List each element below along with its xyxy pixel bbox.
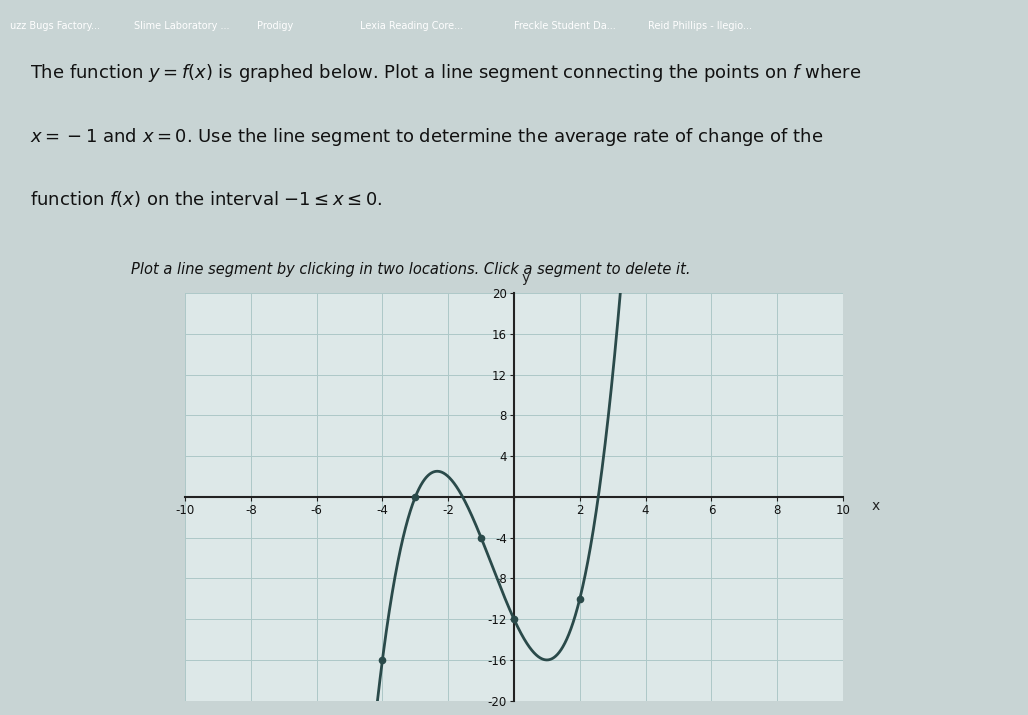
Text: $x = -1$ and $x = 0$. Use the line segment to determine the average rate of chan: $x = -1$ and $x = 0$. Use the line segme… <box>31 126 823 147</box>
Text: Freckle Student Da...: Freckle Student Da... <box>514 21 616 31</box>
Text: function $f(x)$ on the interval $-1 \leq x \leq 0$.: function $f(x)$ on the interval $-1 \leq… <box>31 189 382 209</box>
Text: Reid Phillips - llegio...: Reid Phillips - llegio... <box>648 21 751 31</box>
Text: x: x <box>872 499 880 513</box>
Text: Slime Laboratory ...: Slime Laboratory ... <box>134 21 229 31</box>
Text: uzz Bugs Factory...: uzz Bugs Factory... <box>10 21 101 31</box>
Text: y: y <box>521 271 529 285</box>
Text: Prodigy: Prodigy <box>257 21 293 31</box>
Text: Lexia Reading Core...: Lexia Reading Core... <box>360 21 463 31</box>
Text: Plot a line segment by clicking in two locations. Click a segment to delete it.: Plot a line segment by clicking in two l… <box>132 262 691 277</box>
Text: The function $y = f(x)$ is graphed below. Plot a line segment connecting the poi: The function $y = f(x)$ is graphed below… <box>31 62 861 84</box>
